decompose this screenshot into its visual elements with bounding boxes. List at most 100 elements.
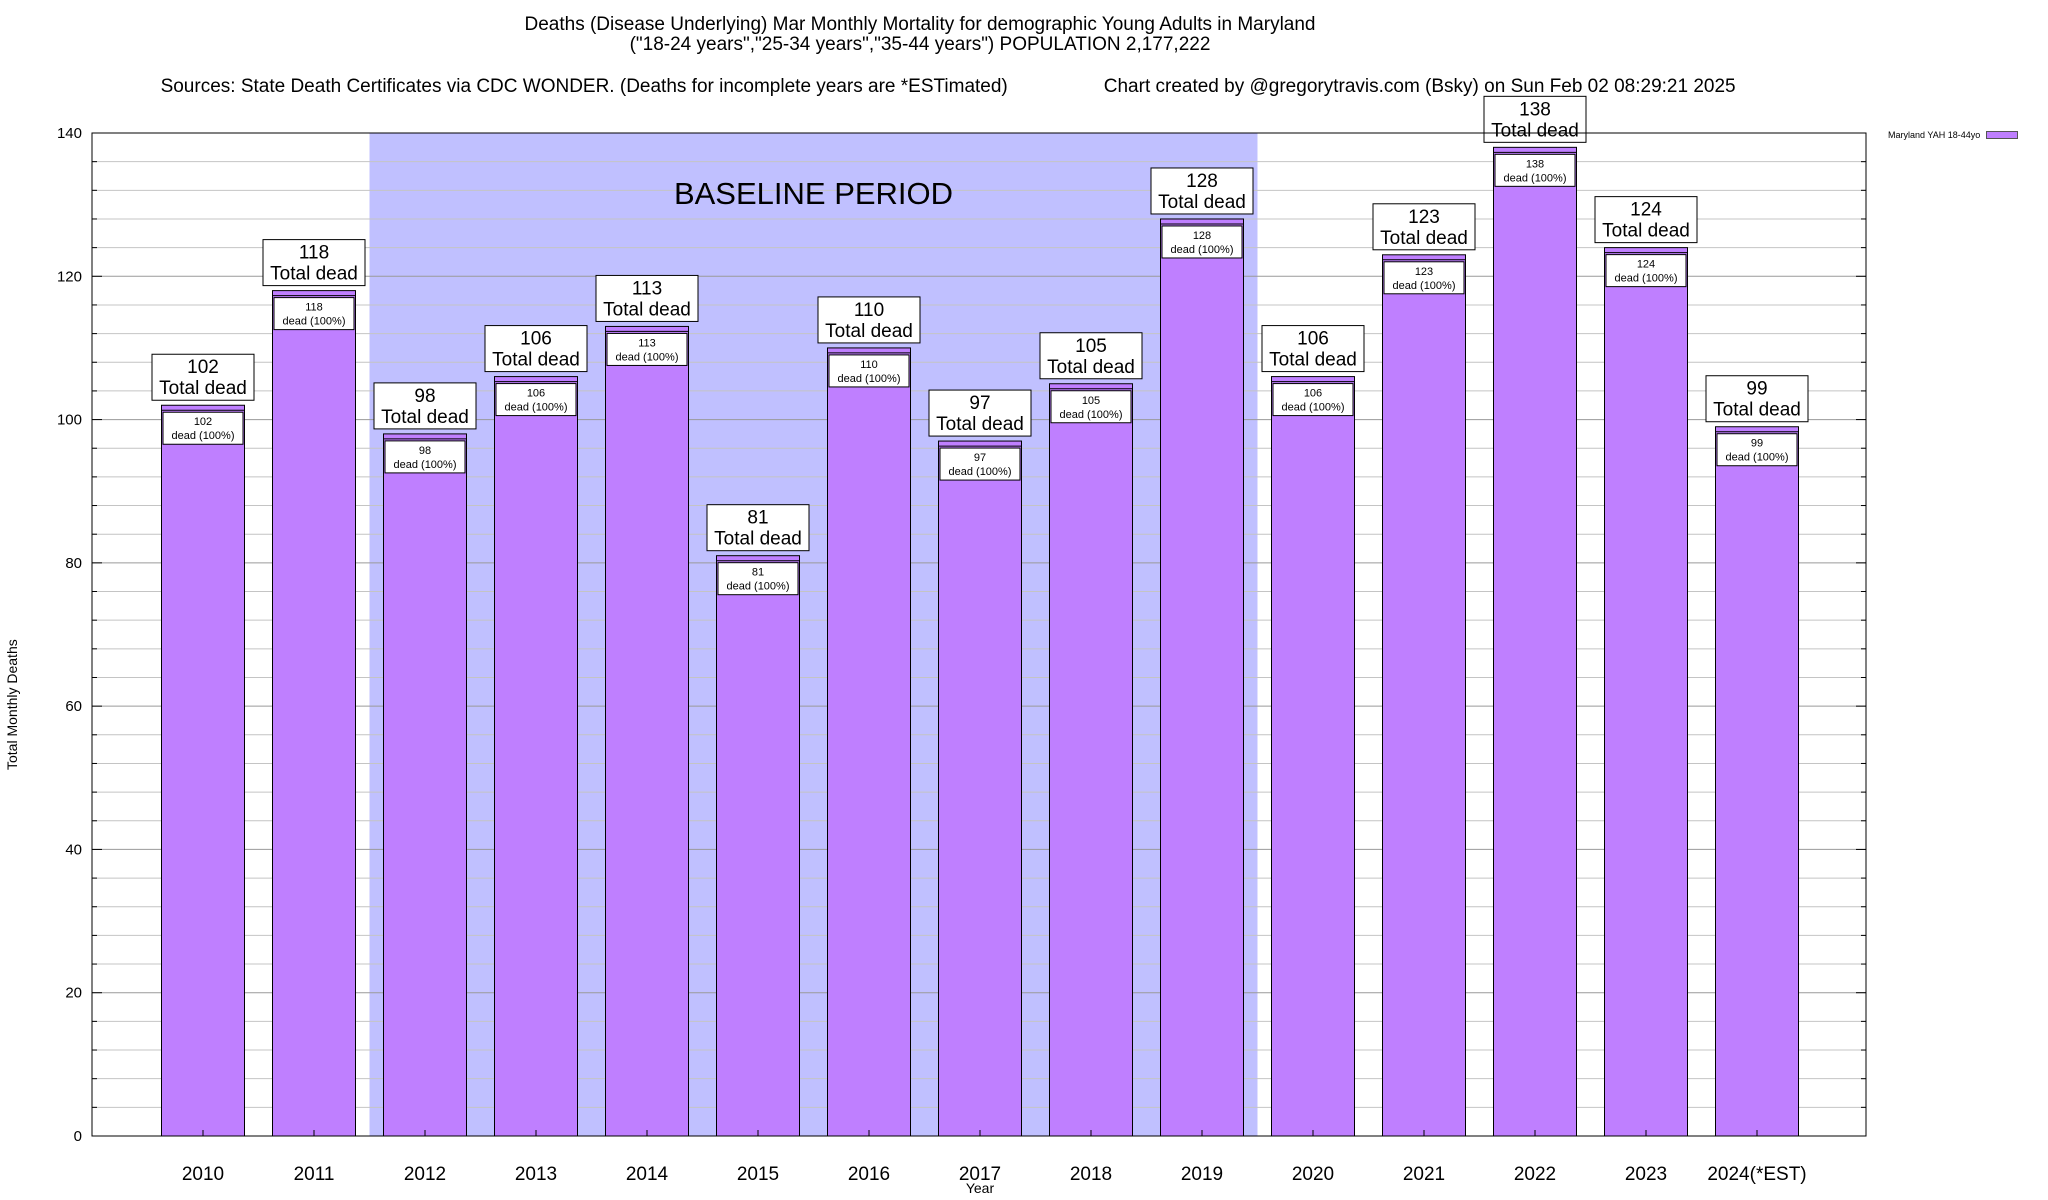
top-label-box xyxy=(484,325,588,373)
x-tick-label: 2014 xyxy=(626,1164,669,1185)
bar xyxy=(1493,146,1577,1137)
top-value-label: 118 xyxy=(299,243,329,264)
inner-value-label: 98 xyxy=(419,445,431,457)
inner-value-label: 110 xyxy=(860,359,878,371)
y-tick-label: 20 xyxy=(65,985,82,1002)
inner-dead-label: dead (100%) xyxy=(1504,172,1567,184)
x-tick-label: 2021 xyxy=(1403,1164,1445,1185)
inner-value-label: 118 xyxy=(305,302,323,314)
inner-label-box xyxy=(273,297,355,331)
chart-sources: Sources: State Death Certificates via CD… xyxy=(150,54,1736,98)
inner-value-label: 113 xyxy=(638,337,656,349)
x-tick-label: 2010 xyxy=(182,1164,224,1185)
bar xyxy=(605,325,689,1137)
inner-label-box xyxy=(384,440,466,474)
top-value-label: 138 xyxy=(1519,99,1551,120)
bar xyxy=(1715,426,1799,1137)
inner-value-label: 138 xyxy=(1526,158,1544,170)
bar xyxy=(272,290,356,1137)
x-tick-label: 2020 xyxy=(1292,1164,1334,1185)
inner-label-box xyxy=(1050,390,1132,424)
y-tick-label: 80 xyxy=(65,555,82,572)
top-total-dead-label: Total dead xyxy=(270,264,358,285)
inner-label-box xyxy=(1272,383,1354,417)
top-label-box xyxy=(595,274,699,322)
top-value-label: 123 xyxy=(1408,207,1440,228)
inner-value-label: 102 xyxy=(194,416,212,428)
x-tick-label: 2013 xyxy=(515,1164,557,1185)
inner-dead-label: dead (100%) xyxy=(394,459,457,471)
x-axis-label: Year xyxy=(965,1180,995,1196)
top-total-dead-label: Total dead xyxy=(1158,192,1246,213)
inner-dead-label: dead (100%) xyxy=(1393,280,1456,292)
top-label-box xyxy=(1705,375,1809,423)
bar xyxy=(1271,376,1355,1137)
top-value-label: 102 xyxy=(187,357,219,378)
top-label-box xyxy=(262,239,366,287)
top-label-box xyxy=(928,389,1032,437)
top-label-box xyxy=(706,504,810,552)
inner-dead-label: dead (100%) xyxy=(838,373,901,385)
top-total-dead-label: Total dead xyxy=(1491,120,1579,141)
y-tick-label: 0 xyxy=(74,1128,82,1145)
top-label-box xyxy=(1483,95,1587,143)
top-total-dead-label: Total dead xyxy=(381,407,469,428)
top-total-dead-label: Total dead xyxy=(1713,400,1801,421)
legend: Maryland YAH 18-44yo xyxy=(1888,130,2019,140)
y-axis-label: Total Monthly Deaths xyxy=(4,639,20,770)
x-tick-label: 2015 xyxy=(737,1164,779,1185)
x-tick-label: 2023 xyxy=(1625,1164,1667,1185)
inner-value-label: 124 xyxy=(1637,259,1655,271)
inner-dead-label: dead (100%) xyxy=(505,402,568,414)
top-total-dead-label: Total dead xyxy=(936,414,1024,435)
inner-value-label: 123 xyxy=(1415,266,1433,278)
top-label-box xyxy=(1261,325,1365,373)
inner-label-box xyxy=(717,562,799,596)
top-total-dead-label: Total dead xyxy=(1380,228,1468,249)
x-tick-label: 2019 xyxy=(1181,1164,1223,1185)
top-total-dead-label: Total dead xyxy=(1047,357,1135,378)
x-tick-label: 2017 xyxy=(959,1164,1001,1185)
inner-value-label: 97 xyxy=(974,452,986,464)
top-value-label: 113 xyxy=(632,278,662,299)
legend-label: Maryland YAH 18-44yo xyxy=(1888,130,1981,140)
x-tick-label: 2016 xyxy=(848,1164,890,1185)
top-value-label: 98 xyxy=(414,386,435,407)
top-label-box xyxy=(373,382,477,430)
x-tick-label: 2022 xyxy=(1514,1164,1556,1185)
top-total-dead-label: Total dead xyxy=(1269,350,1357,371)
legend-swatch xyxy=(1986,131,2019,139)
top-label-box xyxy=(151,353,255,401)
top-value-label: 105 xyxy=(1075,336,1107,357)
top-label-box xyxy=(817,296,921,344)
bar xyxy=(1382,254,1466,1137)
inner-label-box xyxy=(606,332,688,366)
chart-subtitle: ("18-24 years","25-34 years","35-44 year… xyxy=(629,34,1211,55)
y-tick-label: 100 xyxy=(57,412,82,429)
top-total-dead-label: Total dead xyxy=(492,350,580,371)
sources-text: Sources: State Death Certificates via CD… xyxy=(160,76,1008,97)
inner-dead-label: dead (100%) xyxy=(283,316,346,328)
inner-dead-label: dead (100%) xyxy=(1615,273,1678,285)
top-value-label: 81 xyxy=(747,508,768,529)
top-total-dead-label: Total dead xyxy=(825,321,913,342)
top-total-dead-label: Total dead xyxy=(714,529,802,550)
inner-dead-label: dead (100%) xyxy=(1060,409,1123,421)
inner-dead-label: dead (100%) xyxy=(727,581,790,593)
bar xyxy=(1604,247,1688,1137)
x-tick-label: 2024(*EST) xyxy=(1707,1164,1806,1185)
top-value-label: 99 xyxy=(1746,379,1767,400)
x-tick-label: 2018 xyxy=(1070,1164,1112,1185)
bar xyxy=(1160,218,1244,1137)
inner-dead-label: dead (100%) xyxy=(949,466,1012,478)
bar xyxy=(827,347,911,1137)
inner-value-label: 106 xyxy=(527,388,545,400)
top-label-box xyxy=(1039,332,1143,380)
chart-title: Deaths (Disease Underlying) Mar Monthly … xyxy=(524,14,1316,35)
inner-value-label: 99 xyxy=(1751,438,1763,450)
top-label-box xyxy=(1372,203,1476,251)
inner-label-box xyxy=(939,447,1021,481)
top-label-box xyxy=(1150,167,1254,215)
bar xyxy=(383,433,467,1137)
